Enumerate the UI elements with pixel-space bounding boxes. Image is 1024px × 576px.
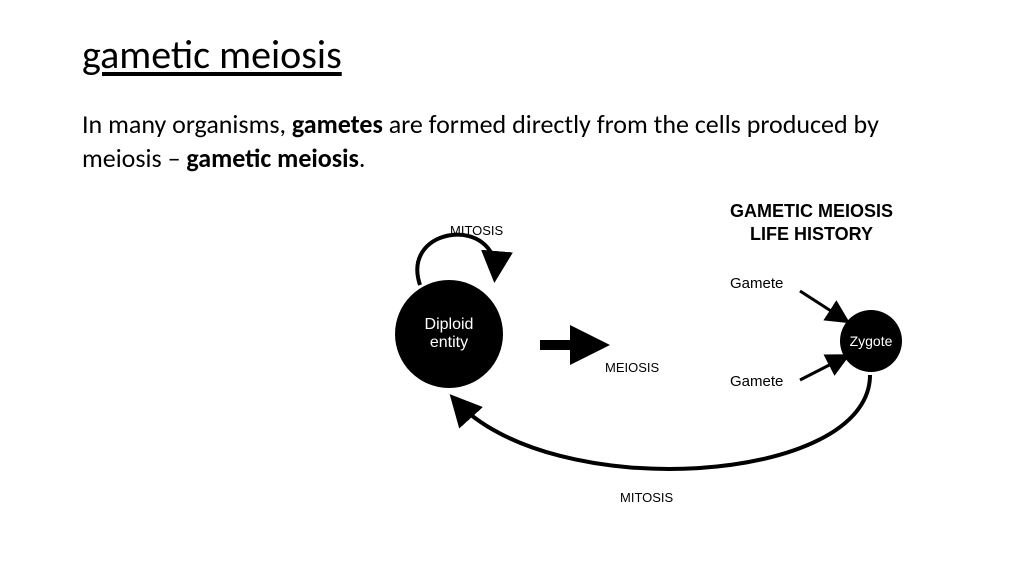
meiosis-label: MEIOSIS xyxy=(605,360,659,375)
page-title: gametic meiosis xyxy=(82,30,342,79)
desc-bold1: gametes xyxy=(292,108,383,140)
mitosis-top-label: MITOSIS xyxy=(450,223,503,238)
mitosis-bottom-label: MITOSIS xyxy=(620,490,673,505)
desc-part1: In many organisms, xyxy=(82,108,292,140)
life-history-diagram: GAMETIC MEIOSIS LIFE HISTORY Diploid ent… xyxy=(350,195,970,535)
zygote-node: Zygote xyxy=(840,310,902,372)
desc-bold2: gametic meiosis xyxy=(186,142,359,174)
diploid-label-line2: entity xyxy=(430,334,468,351)
diploid-label-line1: Diploid xyxy=(425,316,474,333)
gamete1-label: Gamete xyxy=(730,275,783,292)
gamete1-arrow xyxy=(800,291,845,320)
gamete2-label: Gamete xyxy=(730,373,783,390)
description-text: In many organisms, gametes are formed di… xyxy=(82,108,882,176)
zygote-label: Zygote xyxy=(850,333,893,349)
gamete2-arrow xyxy=(800,357,845,380)
mitosis-return-arrow xyxy=(455,375,870,469)
diploid-node: Diploid entity xyxy=(395,280,503,388)
mitosis-loop-arrow xyxy=(417,235,495,285)
desc-part3: . xyxy=(359,142,366,174)
